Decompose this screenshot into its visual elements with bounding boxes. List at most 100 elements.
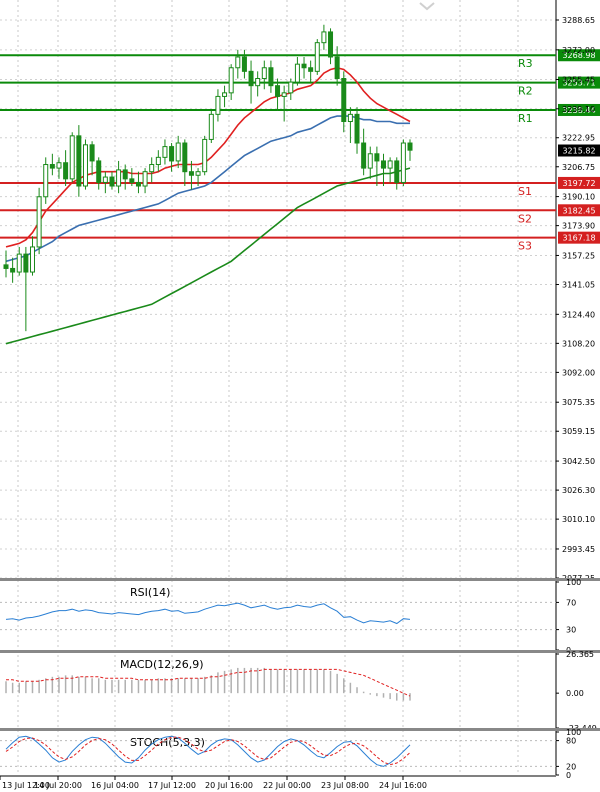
candle bbox=[195, 168, 201, 187]
candle-body bbox=[288, 81, 294, 94]
candle bbox=[202, 135, 208, 176]
indicator-title: RSI(14) bbox=[130, 586, 170, 599]
candle bbox=[82, 139, 88, 190]
price-tick-label: 3141.05 bbox=[562, 280, 595, 289]
candle-body bbox=[82, 144, 88, 187]
candle-body bbox=[29, 246, 35, 273]
price-tick-label: 3026.30 bbox=[562, 486, 595, 495]
candle-body bbox=[387, 160, 393, 169]
candle bbox=[162, 139, 168, 165]
level-name-s2: S2 bbox=[518, 212, 532, 225]
candle bbox=[301, 57, 307, 79]
candle bbox=[43, 157, 49, 204]
stoch-main-line bbox=[5, 735, 411, 767]
indicator-tick-label: 70 bbox=[566, 598, 576, 607]
candle bbox=[228, 64, 234, 101]
candle-body bbox=[261, 67, 267, 80]
candle-body bbox=[222, 92, 228, 97]
candle-body bbox=[361, 142, 367, 169]
time-tick-label: 14 Jul 20:00 bbox=[34, 781, 82, 790]
candle bbox=[109, 171, 115, 190]
candle bbox=[23, 246, 29, 332]
candle-body bbox=[69, 135, 75, 180]
candle-body bbox=[308, 67, 314, 72]
candle-body bbox=[255, 78, 261, 87]
candle-body bbox=[135, 181, 141, 187]
candle bbox=[275, 78, 281, 111]
candle-body bbox=[202, 138, 208, 173]
candle bbox=[281, 85, 287, 122]
candle-body bbox=[49, 164, 55, 169]
candle-body bbox=[275, 85, 281, 97]
time-tick-label: 23 Jul 08:00 bbox=[321, 781, 369, 790]
candle bbox=[261, 60, 267, 90]
candle bbox=[321, 24, 327, 50]
candle bbox=[155, 150, 161, 172]
candle-body bbox=[341, 78, 347, 123]
candle bbox=[294, 57, 300, 86]
candle-body bbox=[394, 160, 400, 183]
candle bbox=[142, 168, 148, 194]
candle-body bbox=[109, 176, 115, 187]
level-name-r1: R1 bbox=[518, 112, 533, 125]
candle-body bbox=[89, 144, 95, 162]
candle bbox=[89, 141, 95, 176]
candle-body bbox=[195, 171, 201, 176]
price-tick-label: 3157.25 bbox=[562, 251, 595, 260]
candle-body bbox=[129, 178, 135, 183]
candle bbox=[347, 107, 353, 144]
level-price-badge bbox=[558, 76, 600, 89]
candle bbox=[149, 157, 155, 183]
candle bbox=[407, 139, 413, 161]
candle bbox=[314, 39, 320, 75]
candle-body bbox=[268, 67, 274, 87]
price-tick-label: 3108.20 bbox=[562, 339, 595, 348]
candle-body bbox=[43, 164, 49, 198]
candle-body bbox=[76, 135, 82, 187]
level-price-badge bbox=[558, 176, 600, 189]
panel-separator bbox=[0, 728, 600, 731]
candle bbox=[215, 89, 221, 122]
candle bbox=[56, 157, 62, 179]
corner-chevron-icon[interactable] bbox=[419, 2, 435, 11]
candle-body bbox=[228, 67, 234, 94]
candle-body bbox=[374, 153, 380, 162]
candle-body bbox=[188, 171, 194, 176]
candle-body bbox=[142, 171, 148, 187]
level-price-label: 3182.45 bbox=[562, 206, 595, 215]
time-tick-label: 17 Jul 12:00 bbox=[148, 781, 196, 790]
level-price-badge bbox=[558, 231, 600, 244]
candle-body bbox=[215, 95, 221, 115]
candle-body bbox=[162, 146, 168, 158]
indicator-tick-label: 0.00 bbox=[566, 689, 584, 698]
candle-body bbox=[182, 142, 188, 173]
indicator-tick-label: 100 bbox=[566, 578, 581, 587]
candle-body bbox=[63, 162, 69, 180]
level-price-label: 3253.71 bbox=[562, 79, 595, 88]
indicator-title: STOCH(5,3,3) bbox=[130, 736, 205, 749]
candle bbox=[387, 157, 393, 183]
time-tick-label: 24 Jul 16:00 bbox=[379, 781, 427, 790]
price-tick-label: 3190.10 bbox=[562, 193, 595, 202]
candle-body bbox=[23, 253, 29, 273]
candle bbox=[3, 250, 9, 278]
candle bbox=[135, 171, 141, 194]
price-tick-label: 3255.45 bbox=[562, 75, 595, 84]
price-tick-label: 3010.10 bbox=[562, 515, 595, 524]
ma-long-line bbox=[5, 167, 411, 345]
candle bbox=[374, 146, 380, 187]
candle bbox=[341, 71, 347, 133]
level-price-badge bbox=[558, 49, 600, 62]
price-tick-label: 3173.90 bbox=[562, 222, 595, 231]
price-tick-label: 3124.40 bbox=[562, 310, 595, 319]
price-tick-label: 3075.35 bbox=[562, 398, 595, 407]
candle-body bbox=[407, 142, 413, 151]
candle bbox=[222, 85, 228, 108]
price-tick-label: 3206.75 bbox=[562, 163, 595, 172]
candle-body bbox=[175, 142, 181, 162]
candle-body bbox=[36, 196, 42, 248]
candle-body bbox=[169, 146, 175, 162]
level-price-badge bbox=[558, 204, 600, 217]
level-price-label: 3268.98 bbox=[562, 51, 595, 60]
